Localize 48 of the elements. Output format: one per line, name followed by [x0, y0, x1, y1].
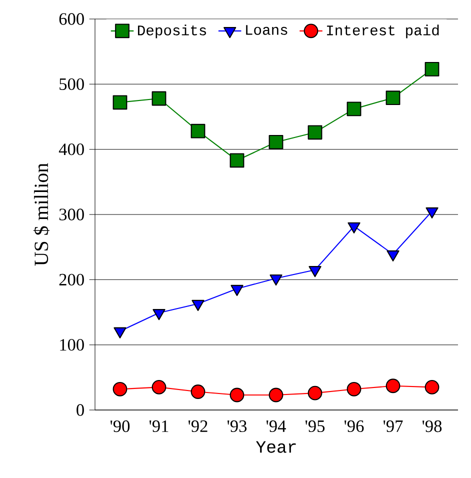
point: [268, 388, 284, 402]
point: [190, 124, 206, 138]
point: [348, 222, 360, 234]
x-tick-label: '97: [384, 420, 403, 432]
point: [112, 382, 128, 396]
point: [152, 380, 166, 394]
point: [152, 309, 166, 320]
point: [268, 134, 284, 150]
x-axis-title: Year: [256, 441, 296, 453]
x-tick-label: '95: [306, 420, 325, 432]
point: [424, 62, 440, 76]
y-tick-label: 600: [59, 13, 84, 25]
point: [386, 250, 400, 262]
y-tick-label: 300: [59, 208, 84, 220]
point: [308, 125, 322, 140]
point: [424, 380, 440, 394]
point: [152, 91, 166, 106]
point: [190, 384, 206, 399]
y-tick-label: 100: [60, 338, 84, 351]
x-tick-label: '98: [422, 420, 442, 432]
x-tick-label: '93: [228, 420, 247, 432]
y-axis-title: US $ million: [33, 163, 50, 266]
x-tick-label: '96: [344, 420, 364, 432]
point: [386, 90, 400, 106]
y-tick-label: 400: [58, 143, 84, 156]
point: [308, 386, 322, 400]
point: [230, 153, 244, 168]
point: [114, 327, 126, 338]
x-tick-label: '92: [188, 420, 208, 432]
point: [192, 300, 204, 311]
point: [230, 284, 244, 296]
point: [346, 102, 362, 116]
point: [426, 207, 438, 218]
point: [308, 266, 322, 278]
y-tick-label: 200: [59, 274, 84, 286]
point: [346, 382, 362, 396]
legend-label: Interest paid: [327, 24, 439, 38]
y-tick-label: 0: [76, 404, 84, 416]
x-tick-label: '90: [110, 420, 130, 432]
x-tick-label: '94: [266, 420, 286, 432]
x-tick-label: '91: [150, 420, 168, 432]
legend-label: Loans: [246, 25, 288, 35]
point: [230, 388, 244, 402]
y-tick-label: 500: [60, 78, 84, 90]
point: [112, 95, 128, 110]
point: [270, 274, 282, 286]
point: [386, 378, 400, 394]
legend-label: Deposits: [138, 24, 206, 38]
